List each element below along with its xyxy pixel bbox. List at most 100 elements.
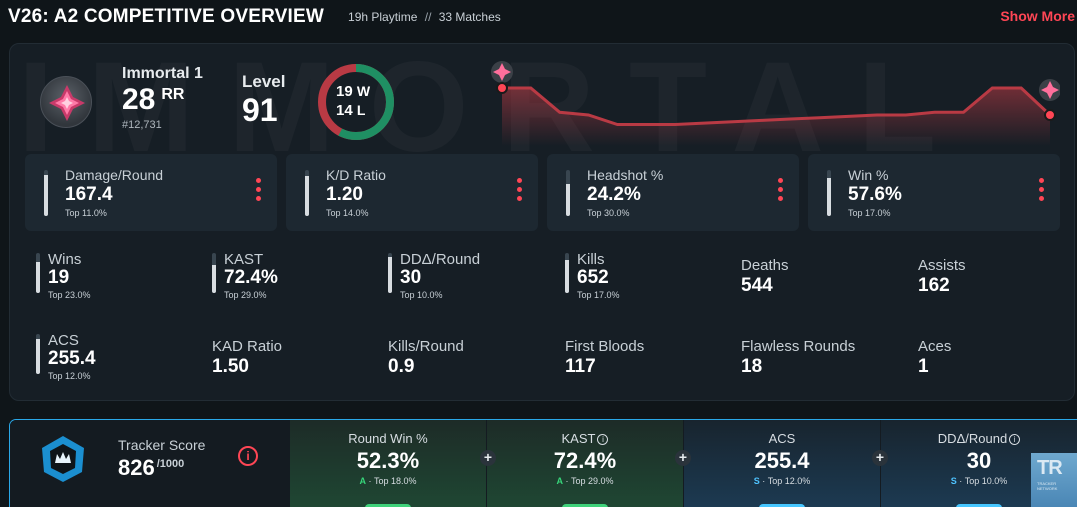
stat-kills: Kills 652 Top 17.0% (565, 251, 735, 303)
stat-value: 1.50 (212, 356, 249, 377)
percentile-fill (565, 259, 569, 293)
tracker-network-badge[interactable]: TR TRACKER NETWORK (1031, 453, 1077, 507)
show-more-link[interactable]: Show More (1000, 8, 1075, 24)
stat-value: 18 (741, 356, 763, 377)
metric-value: 52.3% (356, 448, 420, 473)
playtime-meta: 19h Playtime // 33 Matches (348, 10, 501, 24)
metric-percentile: A · Top 18.0% (359, 476, 417, 486)
metric-top: Top 18.0% (373, 476, 417, 486)
stat-value: 19 (48, 267, 70, 288)
stat-label: Kills (577, 251, 605, 268)
matches-count: 33 Matches (438, 10, 501, 24)
plus-icon[interactable]: + (675, 450, 691, 466)
end-rank-icon (1039, 79, 1060, 101)
more-options-icon[interactable] (776, 178, 784, 204)
stat-percentile: Top 12.0% (48, 371, 91, 381)
rr-row: 28 RR (122, 85, 203, 115)
metric-value: 255.4 (754, 448, 810, 473)
percentile-fill (36, 338, 40, 374)
stat-deaths: Deaths 544 (741, 251, 911, 303)
metric-top: Top 10.0% (964, 476, 1008, 486)
grade-badge: A (359, 476, 366, 486)
stat-acs: ACS 255.4 Top 12.0% (36, 332, 206, 384)
stat-dd-delta-round: DDΔ/Round 30 Top 10.0% (388, 251, 558, 303)
section-header: V26: A2 COMPETITIVE OVERVIEW 19h Playtim… (8, 4, 1077, 30)
stat-value: 167.4 (65, 184, 113, 205)
stat-card-win-pct: Win % 57.6% Top 17.0% (808, 154, 1060, 231)
metric-grade-pill (759, 504, 805, 507)
stat-label: ACS (48, 332, 79, 349)
metric-value: 72.4% (553, 448, 617, 473)
metric-percentile: A · Top 29.0% (556, 476, 614, 486)
stat-card-damage-round: Damage/Round 167.4 Top 11.0% (25, 154, 277, 231)
win-arc (318, 64, 394, 140)
percentile-fill (305, 176, 309, 216)
immortal-rank-icon (40, 76, 92, 128)
stat-label: Damage/Round (65, 167, 164, 183)
wins-unit: W (356, 83, 371, 99)
percentile-fill (388, 257, 392, 293)
metric-grade-pill (956, 504, 1002, 507)
losses-unit: L (356, 102, 366, 118)
level-box: Level 91 (242, 72, 285, 126)
grade-badge: S (950, 476, 957, 486)
tracker-metric-acs: ACS 255.4 S · Top 12.0% (684, 420, 880, 507)
stat-first-bloods: First Bloods 117 (565, 332, 735, 384)
stat-percentile-bar (36, 334, 40, 374)
tracker-metric-round-win: Round Win % 52.3% A · Top 18.0% (290, 420, 486, 507)
stat-label: Win % (848, 167, 889, 183)
stat-value: 30 (400, 267, 422, 288)
stat-label: Flawless Rounds (741, 338, 856, 355)
badge-text: TR (1037, 457, 1063, 479)
percentile-fill (827, 177, 831, 216)
info-icon[interactable]: i (1009, 434, 1021, 445)
stat-value: 1.20 (326, 184, 363, 205)
info-icon[interactable]: i (597, 434, 609, 445)
metric-label: KAST i (487, 431, 683, 446)
metric-label-text: DDΔ/Round (937, 431, 1008, 446)
stat-kills-round: Kills/Round 0.9 (388, 332, 558, 384)
tracker-score-logo-icon (42, 436, 84, 482)
wins-count: 19 (336, 83, 353, 100)
stat-wins: Wins 19 Top 23.0% (36, 251, 206, 303)
leaderboard-position: #12,731 (122, 119, 162, 131)
stat-percentile: Top 14.0% (326, 208, 369, 218)
percentile-fill (566, 183, 570, 216)
rr-area (502, 88, 1050, 146)
stat-label: Deaths (741, 257, 789, 274)
badge-subtext: TRACKER NETWORK (1037, 481, 1058, 491)
stat-label: Aces (918, 338, 952, 355)
metric-top: Top 12.0% (767, 476, 811, 486)
plus-icon[interactable]: + (480, 450, 496, 466)
playtime: 19h Playtime (348, 10, 418, 24)
more-options-icon[interactable] (254, 178, 262, 204)
stat-value: 652 (577, 267, 609, 288)
stat-percentile-bar (305, 170, 309, 216)
stat-value: 1 (918, 356, 929, 377)
percentile-fill (44, 175, 48, 216)
more-options-icon[interactable] (515, 178, 523, 204)
stat-card-kd-ratio: K/D Ratio 1.20 Top 14.0% (286, 154, 538, 231)
stat-flawless-rounds: Flawless Rounds 18 (741, 332, 911, 384)
tracker-score-max: /1000 (156, 458, 185, 470)
metric-label-text: KAST (561, 431, 596, 446)
metric-value: 30 (966, 448, 992, 473)
stat-value: 544 (741, 275, 773, 296)
percentile-fill (36, 262, 40, 293)
stat-value: 162 (918, 275, 950, 296)
page-title: V26: A2 COMPETITIVE OVERVIEW (8, 6, 325, 27)
stat-label: K/D Ratio (326, 167, 386, 183)
metric-label: DDΔ/Round i (881, 431, 1077, 446)
stat-percentile: Top 10.0% (400, 290, 443, 300)
overview-card: IMMORTAL Immortal 1 28 RR #12,731 Level … (9, 43, 1075, 401)
more-options-icon[interactable] (1037, 178, 1045, 204)
info-icon[interactable]: i (238, 446, 258, 466)
stat-percentile-bar (388, 253, 392, 293)
stat-label: KAD Ratio (212, 338, 283, 355)
rr-label: RR (161, 86, 185, 103)
plus-icon[interactable]: + (872, 450, 888, 466)
rank-info: Immortal 1 28 RR #12,731 (122, 65, 203, 131)
rr-value: 28 (122, 83, 156, 116)
stat-value: 24.2% (587, 184, 641, 205)
stat-percentile-bar (827, 170, 831, 216)
